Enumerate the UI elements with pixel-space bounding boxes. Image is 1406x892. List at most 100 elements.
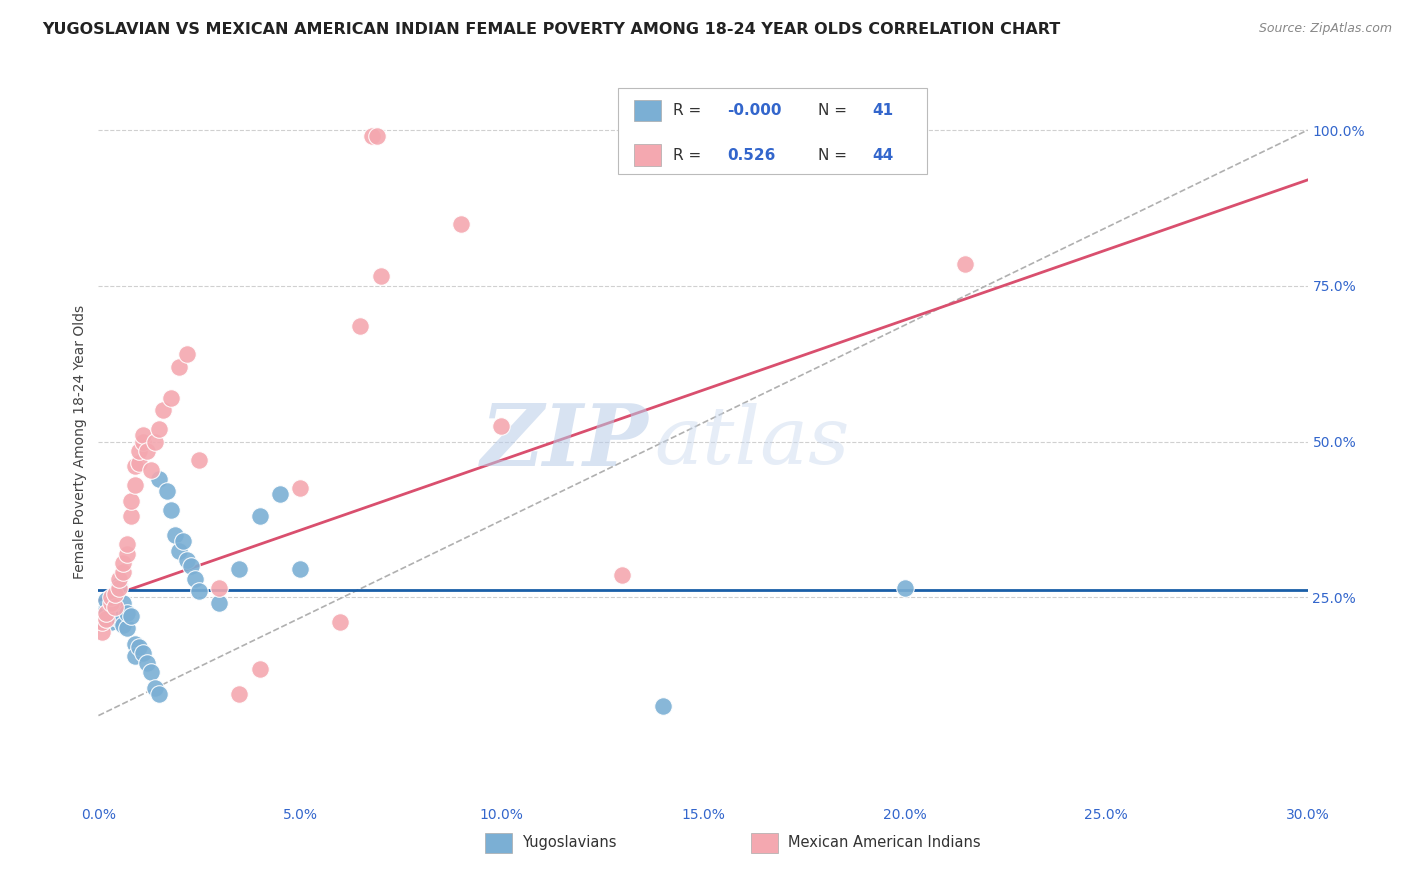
Point <box>115 606 138 620</box>
Point <box>148 422 170 436</box>
Text: Source: ZipAtlas.com: Source: ZipAtlas.com <box>1258 22 1392 36</box>
Text: -0.000: -0.000 <box>727 103 782 118</box>
FancyBboxPatch shape <box>485 833 512 854</box>
Point <box>450 217 472 231</box>
Point <box>124 478 146 492</box>
Point <box>156 484 179 499</box>
Point <box>103 587 125 601</box>
Point <box>132 646 155 660</box>
Point <box>111 556 134 570</box>
Text: 41: 41 <box>872 103 893 118</box>
Point <box>184 572 207 586</box>
Point <box>100 615 122 630</box>
Point <box>100 591 122 605</box>
Point <box>188 584 211 599</box>
Point <box>893 581 915 595</box>
Point <box>612 568 634 582</box>
Point <box>91 624 114 639</box>
Point <box>228 562 250 576</box>
Point <box>107 612 129 626</box>
Point <box>96 612 118 626</box>
Point <box>124 637 146 651</box>
Text: Mexican American Indians: Mexican American Indians <box>787 835 980 850</box>
Point <box>208 597 231 611</box>
Y-axis label: Female Poverty Among 18-24 Year Olds: Female Poverty Among 18-24 Year Olds <box>73 304 87 579</box>
Point <box>370 269 392 284</box>
Point <box>96 606 118 620</box>
Point <box>96 593 118 607</box>
Point <box>176 553 198 567</box>
FancyBboxPatch shape <box>751 833 778 854</box>
Point <box>288 481 311 495</box>
Point <box>107 581 129 595</box>
Text: ZIP: ZIP <box>481 400 648 483</box>
Point <box>120 493 142 508</box>
Point <box>160 503 183 517</box>
Point <box>115 547 138 561</box>
Point <box>288 562 311 576</box>
Point <box>120 609 142 624</box>
Point <box>100 609 122 624</box>
Point <box>180 559 202 574</box>
Point <box>172 534 194 549</box>
Point <box>111 597 134 611</box>
Point <box>120 509 142 524</box>
Point <box>132 428 155 442</box>
Point <box>228 687 250 701</box>
Point <box>651 699 673 714</box>
Point <box>124 649 146 664</box>
Text: N =: N = <box>818 148 852 162</box>
Point <box>953 257 976 271</box>
Text: 0.526: 0.526 <box>727 148 776 162</box>
Point <box>139 665 162 679</box>
Point <box>361 129 384 144</box>
Point <box>135 656 157 670</box>
Point <box>100 597 122 611</box>
Point <box>208 581 231 595</box>
FancyBboxPatch shape <box>634 100 661 121</box>
Point <box>91 606 114 620</box>
Point <box>128 640 150 654</box>
Point <box>128 456 150 470</box>
Point <box>103 604 125 618</box>
Point <box>96 603 118 617</box>
Point <box>103 610 125 624</box>
FancyBboxPatch shape <box>634 145 661 166</box>
Point <box>91 612 114 626</box>
Point <box>132 434 155 449</box>
Point <box>160 391 183 405</box>
Point <box>135 443 157 458</box>
Point <box>143 681 166 695</box>
Point <box>128 443 150 458</box>
Point <box>329 615 352 630</box>
Point <box>152 403 174 417</box>
Point <box>167 359 190 374</box>
Text: R =: R = <box>673 103 706 118</box>
Point <box>163 528 186 542</box>
Point <box>269 487 291 501</box>
Point <box>148 472 170 486</box>
Point <box>249 662 271 676</box>
Point <box>167 543 190 558</box>
FancyBboxPatch shape <box>619 87 927 174</box>
Text: N =: N = <box>818 103 852 118</box>
Point <box>249 509 271 524</box>
Text: Yugoslavians: Yugoslavians <box>522 835 616 850</box>
Point <box>176 347 198 361</box>
Point <box>349 319 371 334</box>
Point <box>111 618 134 632</box>
Point <box>107 572 129 586</box>
Text: 44: 44 <box>872 148 894 162</box>
Point <box>103 599 125 614</box>
Point <box>100 599 122 614</box>
Point <box>188 453 211 467</box>
Point <box>91 615 114 630</box>
Point <box>124 459 146 474</box>
Point <box>491 419 513 434</box>
Point <box>115 537 138 551</box>
Point <box>115 621 138 635</box>
Point <box>139 462 162 476</box>
Text: atlas: atlas <box>655 403 851 480</box>
Point <box>107 578 129 592</box>
Text: R =: R = <box>673 148 706 162</box>
